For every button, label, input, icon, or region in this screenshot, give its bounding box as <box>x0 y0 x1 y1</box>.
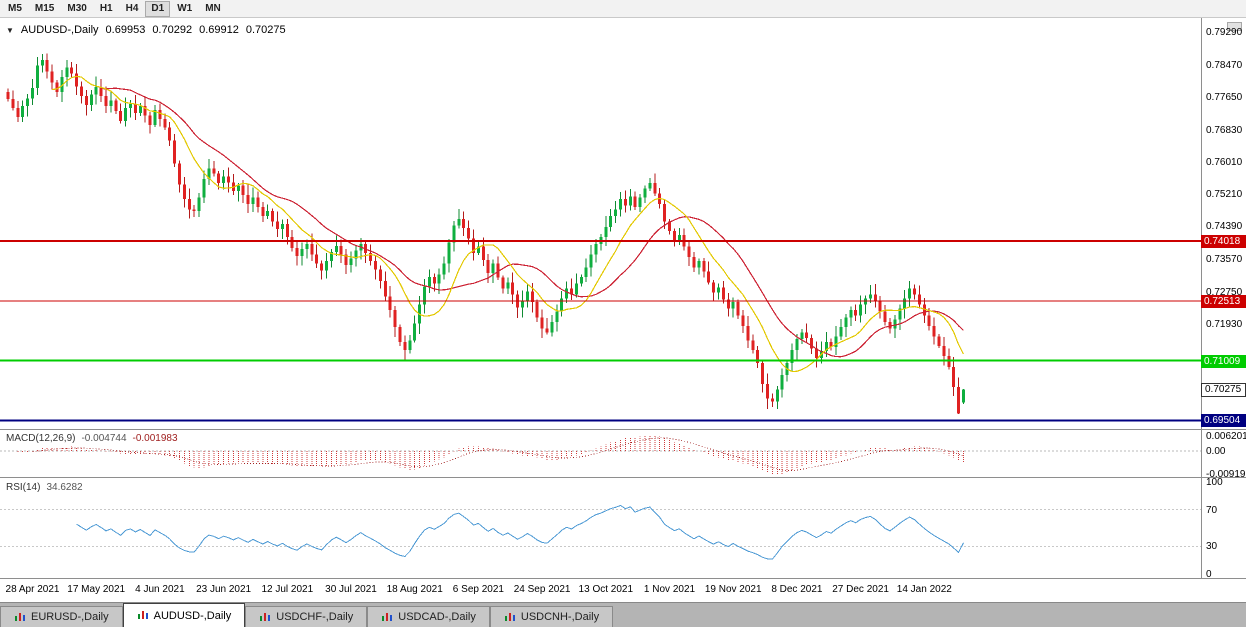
macd-signal-line <box>32 437 964 471</box>
rsi-indicator-label: RSI(14) 34.6282 <box>6 482 83 493</box>
chart-symbol-label: AUDUSD-,Daily <box>20 24 99 36</box>
macd-signal-value: -0.001983 <box>132 433 178 444</box>
timeframe-button-h1[interactable]: H1 <box>99 2 113 14</box>
chart-tab-eurusddaily[interactable]: EURUSD-,Daily <box>0 606 123 627</box>
chart-tab-label: USDCHF-,Daily <box>276 611 354 623</box>
chart-tab-icon <box>137 611 148 619</box>
chart-tab-usdcnhdaily[interactable]: USDCNH-,Daily <box>489 606 614 627</box>
chart-tab-label: USDCAD-,Daily <box>398 611 476 623</box>
macd-indicator-label: MACD(12,26,9) -0.004744 -0.001983 <box>6 433 178 444</box>
timeframe-button-d1[interactable]: D1 <box>145 0 171 17</box>
chart-tab-icon <box>260 612 271 621</box>
macd-name: MACD(12,26,9) <box>6 433 76 444</box>
chart-tab-label: AUDUSD-,Daily <box>153 609 232 622</box>
chart-tab-label: EURUSD-,Daily <box>31 611 109 623</box>
chart-tab-usdchfdaily[interactable]: USDCHF-,Daily <box>245 606 368 627</box>
macd-histogram <box>17 435 964 475</box>
ohlc-high-value: 0.70292 <box>152 24 193 36</box>
rsi-value: 34.6282 <box>46 482 83 493</box>
timeframe-button-h4[interactable]: H4 <box>125 2 139 14</box>
symbol-dropdown-icon[interactable]: ▼ <box>6 25 14 35</box>
chart-tab-audusddaily[interactable]: AUDUSD-,Daily <box>122 603 246 627</box>
ohlc-close-value: 0.70275 <box>245 24 286 36</box>
moving-average-20 <box>101 87 964 358</box>
ohlc-open-value: 0.69953 <box>105 24 146 36</box>
timeframe-button-w1[interactable]: W1 <box>177 2 193 14</box>
timeframe-button-m30[interactable]: M30 <box>67 2 87 14</box>
scrollbar-thumb[interactable] <box>1227 22 1242 31</box>
chart-tab-icon <box>504 612 515 621</box>
timeframe-button-mn[interactable]: MN <box>205 2 221 14</box>
timeframe-button-m5[interactable]: M5 <box>8 2 22 14</box>
macd-main-value: -0.004744 <box>81 433 127 444</box>
rsi-line <box>76 504 964 560</box>
candlestick-series <box>6 53 965 415</box>
rsi-name: RSI(14) <box>6 482 41 493</box>
moving-average-10 <box>52 75 965 373</box>
chart-tab-bar: EURUSD-,Daily AUDUSD-,Daily USDCHF-,Daily U… <box>0 602 1246 627</box>
chart-tab-icon <box>15 612 25 621</box>
timeframe-toolbar: M5 M15 M30 H1 H4 D1 W1 MN <box>0 0 1246 18</box>
chart-title-bar: ▼ AUDUSD-,Daily 0.69953 0.70292 0.69912 … <box>6 24 286 36</box>
timeframe-button-m15[interactable]: M15 <box>34 2 55 14</box>
chart-tab-usdcaddaily[interactable]: USDCAD-,Daily <box>367 606 490 627</box>
chart-tab-icon <box>382 612 393 621</box>
chart-tab-label: USDCNH-,Daily <box>520 611 600 623</box>
ohlc-low-value: 0.69912 <box>199 24 239 36</box>
